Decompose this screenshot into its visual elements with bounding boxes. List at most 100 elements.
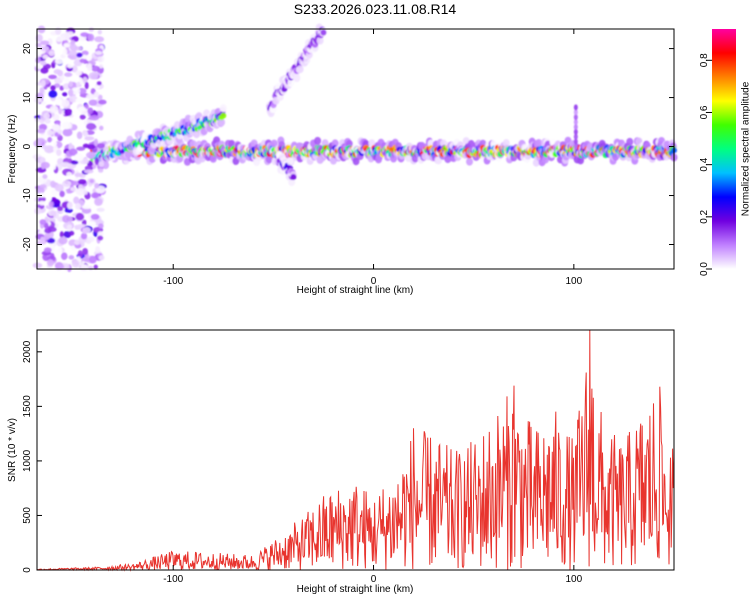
- spectrogram-cell: [94, 182, 100, 189]
- spectrogram-cell: [573, 143, 578, 150]
- spectrogram-cell: [48, 74, 57, 80]
- spectrogram-cell: [66, 137, 76, 143]
- spectrogram-y-axis-label: Frequency (Hz): [7, 115, 18, 184]
- spectrogram-cell: [42, 54, 49, 60]
- spectrogram-cell: [60, 161, 71, 167]
- spectrogram-cell: [97, 231, 104, 237]
- spectrogram-cell: [541, 155, 549, 164]
- spectrogram-cell: [97, 235, 104, 241]
- spectrogram-cell: [67, 201, 73, 209]
- spectrogram-cell: [99, 64, 104, 69]
- spectrogram-cell: [74, 172, 83, 177]
- spectrogram-cell: [36, 187, 45, 194]
- spectrogram-cell: [77, 179, 87, 185]
- spectrogram-x-tick-label: -100: [163, 276, 183, 287]
- spectrogram-cell: [88, 72, 99, 80]
- snr-y-tick-label: 1500: [22, 395, 33, 418]
- snr-x-tick-label: 0: [371, 574, 377, 585]
- spectrogram-cell: [290, 173, 297, 180]
- colorbar-ticks: 0.0 0.2 0.4 0.6 0.8: [699, 53, 712, 276]
- spectrogram-cell: [573, 114, 578, 121]
- snr-y-tick-label: 0: [22, 567, 33, 573]
- spectrogram-cell: [70, 187, 77, 192]
- spectrogram-cell: [64, 31, 70, 40]
- snr-y-tick-label: 1000: [22, 449, 33, 472]
- spectrogram-cell: [535, 139, 543, 148]
- spectrogram-cell: [40, 40, 50, 46]
- spectrogram-cell: [97, 94, 103, 100]
- spectrogram-cell: [86, 93, 96, 100]
- spectrogram-cell: [270, 139, 278, 148]
- snr-x-axis-label: Height of straight line (km): [297, 584, 414, 595]
- spectrogram-cell: [219, 104, 227, 113]
- spectrogram-cell: [39, 133, 49, 139]
- spectrogram-cell: [86, 151, 96, 159]
- spectrogram-cell: [79, 264, 88, 271]
- spectrogram-cell: [95, 246, 101, 253]
- spectrogram-cell: [80, 32, 89, 37]
- spectrogram-cell: [352, 157, 360, 166]
- spectrogram-cell: [68, 255, 75, 260]
- spectrogram-cell: [58, 236, 68, 245]
- spectrogram-cell: [94, 197, 103, 206]
- spectrogram-cell: [296, 65, 304, 74]
- snr-y-axis-label: SNR (10 * v/v): [7, 418, 18, 482]
- spectrogram-cell: [57, 129, 63, 135]
- spectrogram-cell: [189, 140, 197, 149]
- spectrogram-cell: [39, 236, 46, 244]
- spectrogram-frame: [36, 28, 675, 270]
- spectrogram-x-axis-label: Height of straight line (km): [297, 285, 414, 296]
- spectrogram-cell: [48, 201, 54, 208]
- spectrogram-cell: [54, 246, 63, 255]
- spectrogram-cell: [93, 91, 100, 98]
- spectrogram-cell: [71, 111, 80, 116]
- spectrogram-cell: [93, 172, 101, 177]
- spectrogram-cell: [97, 142, 105, 149]
- spectrogram-cell: [83, 131, 89, 137]
- spectrogram-cell: [91, 65, 100, 72]
- spectrogram-cell: [64, 77, 70, 83]
- spectrogram-cell: [48, 50, 55, 57]
- spectrogram-cell: [44, 145, 55, 154]
- spectrogram-cell: [218, 118, 226, 127]
- spectrogram-cell: [76, 146, 86, 151]
- spectrogram-cell: [62, 180, 72, 187]
- spectrogram-cell: [46, 259, 55, 267]
- spectrogram-cell: [81, 54, 87, 60]
- spectrogram-cell: [54, 57, 64, 65]
- spectrogram-cell: [94, 157, 99, 166]
- spectrogram-cell: [75, 70, 83, 76]
- spectrogram-cell: [46, 129, 53, 137]
- spectrogram-cell: [88, 255, 97, 264]
- spectrogram-cell: [98, 255, 105, 261]
- spectrogram-cell: [44, 118, 51, 124]
- spectrogram-cell: [47, 136, 53, 143]
- spectrogram-cell: [34, 207, 42, 215]
- spectrogram-cell: [71, 65, 78, 73]
- spectrogram-cell: [35, 57, 41, 64]
- spectrogram-x-tick-label: 0: [371, 276, 377, 287]
- spectrogram-cell: [71, 259, 80, 268]
- spectrogram-cell: [63, 43, 70, 48]
- spectrogram-cell: [75, 212, 85, 221]
- spectrogram-cell: [74, 153, 84, 162]
- colorbar-tick-label: 0.8: [699, 53, 710, 67]
- spectrogram-cell: [56, 36, 63, 42]
- spectrogram-x-tick-label: 100: [565, 276, 582, 287]
- spectrogram-cell: [86, 239, 92, 244]
- spectrogram-cell: [67, 63, 74, 69]
- spectrogram-cell: [61, 121, 72, 130]
- spectrogram-cell: [93, 138, 99, 147]
- spectrogram-cell: [82, 229, 87, 234]
- spectrogram-cell: [40, 101, 47, 106]
- spectrogram-cell: [68, 142, 73, 151]
- spectrogram-cell: [39, 87, 45, 94]
- spectrogram-cell: [39, 184, 47, 189]
- spectrogram-cell: [81, 204, 92, 210]
- spectrogram-cell: [331, 139, 339, 148]
- spectrogram-cell: [573, 133, 578, 140]
- spectrogram-cell: [59, 85, 64, 91]
- spectrogram-cell: [33, 139, 42, 147]
- spectrogram-cell: [50, 180, 56, 188]
